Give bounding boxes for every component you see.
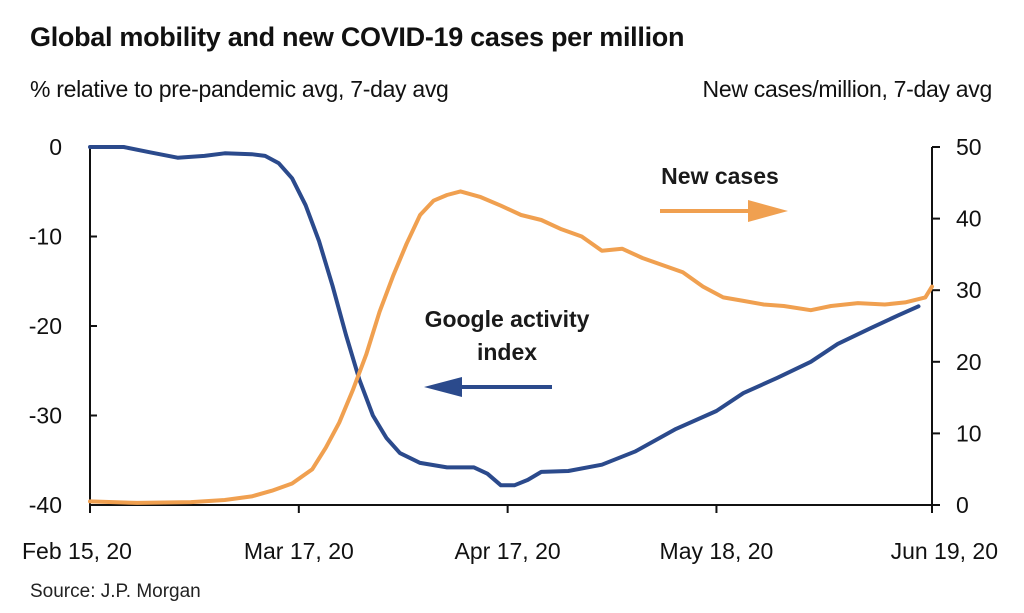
series-line-google-activity <box>88 145 921 488</box>
google-activity-arrowhead <box>424 377 462 397</box>
x-tick-label: Feb 15, 20 <box>22 538 132 564</box>
right-tick-label: 40 <box>956 206 982 232</box>
new-cases-arrowhead <box>748 200 788 222</box>
right-tick-label: 20 <box>956 349 982 375</box>
right-tick-label: 50 <box>956 134 982 160</box>
new-cases-annotation: New cases <box>661 163 779 189</box>
source-note: Source: J.P. Morgan <box>30 581 201 602</box>
x-tick-label: May 18, 20 <box>660 538 774 564</box>
axes: 0 -10 -20 -30 -40 50 40 30 20 10 0 Feb 15, 20 Mar 17… <box>22 134 998 564</box>
x-tick-label: Apr 17, 20 <box>455 538 561 564</box>
left-tick-label: -20 <box>29 313 62 339</box>
google-activity-annotation: index <box>477 339 537 365</box>
right-axis-label: New cases/million, 7-day avg <box>702 76 993 102</box>
left-tick-label: -40 <box>29 492 62 518</box>
left-tick-label: -30 <box>29 403 62 429</box>
x-tick-label: Mar 17, 20 <box>244 538 354 564</box>
left-axis-label: % relative to pre-pandemic avg, 7-day av… <box>30 76 449 102</box>
right-tick-label: 30 <box>956 277 982 303</box>
annotations: New cases Google activity index <box>424 163 788 397</box>
google-activity-annotation: Google activity <box>425 306 590 332</box>
series-line-new-cases <box>88 189 934 505</box>
x-tick-label: Jun 19, 20 <box>891 538 998 564</box>
right-tick-label: 0 <box>956 492 969 518</box>
series-lines <box>88 145 934 505</box>
left-tick-label: -10 <box>29 224 62 250</box>
chart-title: Global mobility and new COVID-19 cases p… <box>30 22 685 52</box>
left-tick-label: 0 <box>49 134 62 160</box>
right-tick-label: 10 <box>956 420 982 446</box>
